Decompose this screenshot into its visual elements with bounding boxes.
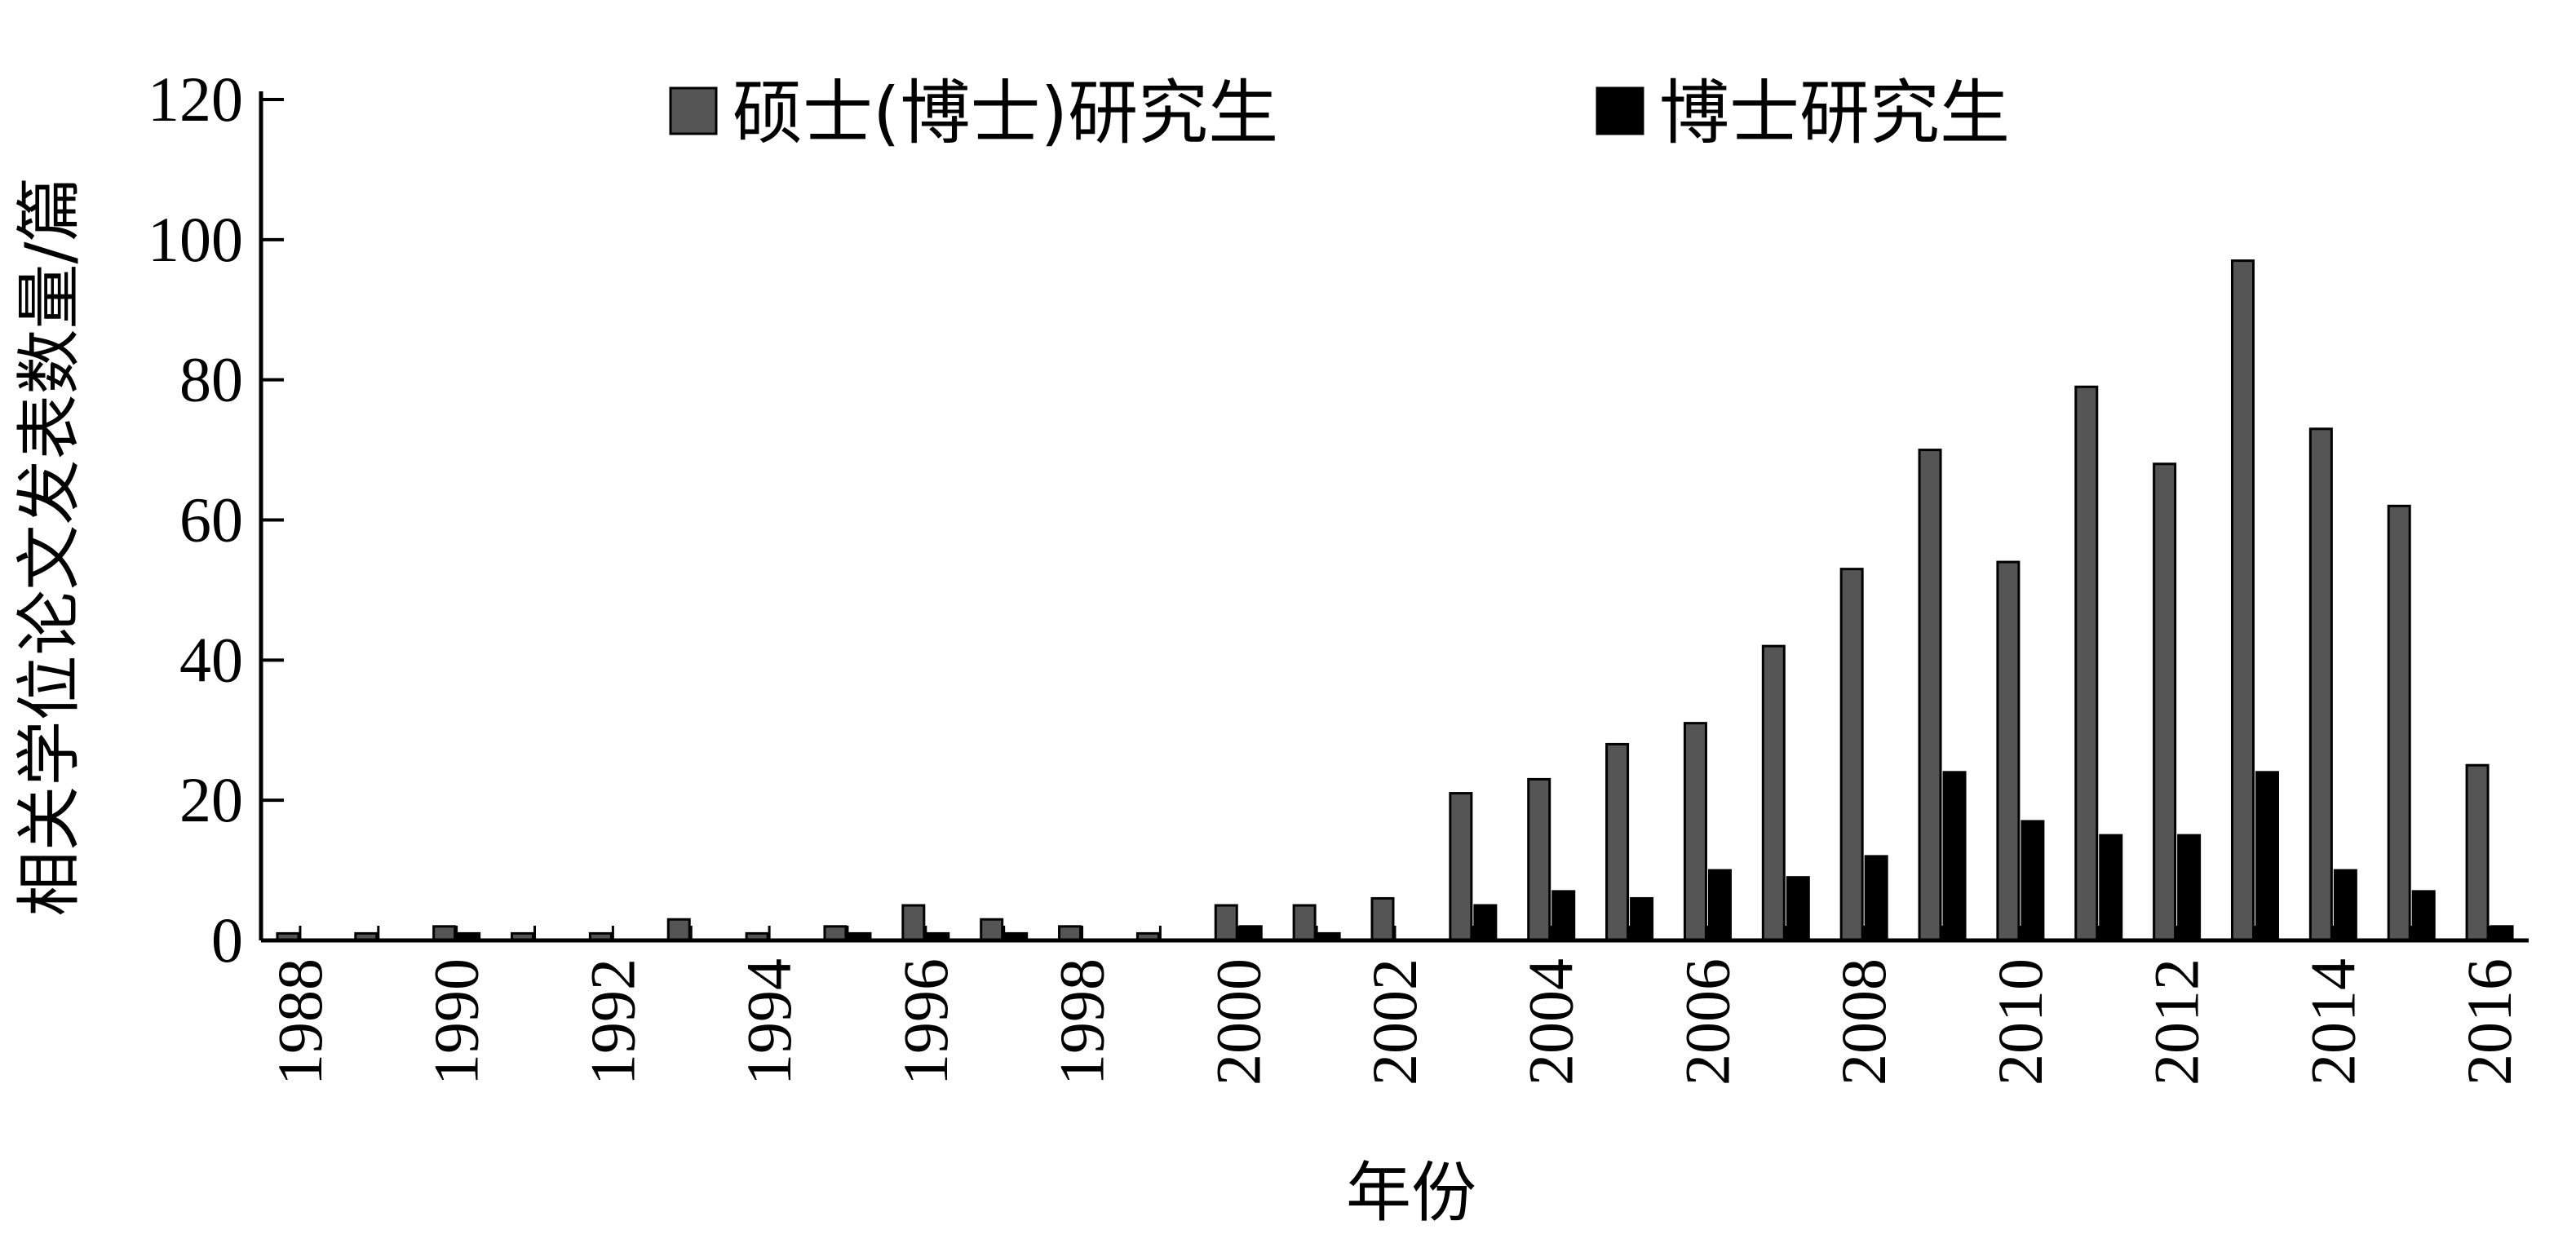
axes-group xyxy=(259,91,2529,943)
bar-series1-2004 xyxy=(1527,777,1551,942)
bars-group xyxy=(276,259,2514,942)
x-tick-label-1990: 1990 xyxy=(421,958,492,1086)
bar-series2-2015 xyxy=(2411,890,2436,942)
bar-series2-2010 xyxy=(2021,820,2045,942)
bar-series2-2012 xyxy=(2177,834,2202,942)
bar-series1-2002 xyxy=(1370,896,1395,942)
bar-series2-2006 xyxy=(1707,869,1732,942)
x-tick-label-1992: 1992 xyxy=(577,958,648,1086)
bar-series1-2016 xyxy=(2465,763,2490,942)
x-tick-label-1994: 1994 xyxy=(733,958,804,1086)
x-tick-label-2014: 2014 xyxy=(2297,958,2368,1086)
bar-series1-2005 xyxy=(1605,742,1630,942)
bar-series1-2008 xyxy=(1839,568,1864,942)
bar-series1-1996 xyxy=(901,904,926,942)
x-tick-label-2004: 2004 xyxy=(1516,958,1587,1086)
bar-series2-2014 xyxy=(2333,869,2357,942)
bar-series2-2016 xyxy=(2490,925,2514,942)
y-tick-label-40: 40 xyxy=(179,624,243,695)
y-axis-title: 相关学位论文发表数量/篇 xyxy=(11,177,87,917)
bar-series1-2011 xyxy=(2074,385,2099,942)
bar-series1-2012 xyxy=(2153,462,2177,942)
bar-series2-2009 xyxy=(1942,771,1967,942)
bar-series1-1990 xyxy=(432,925,457,942)
x-tick-label-2016: 2016 xyxy=(2454,958,2525,1086)
bar-series2-2000 xyxy=(1238,925,1263,942)
y-tick-label-100: 100 xyxy=(148,204,243,275)
bar-series2-2007 xyxy=(1786,876,1810,942)
bar-series1-2003 xyxy=(1449,792,1473,942)
y-tick-label-20: 20 xyxy=(179,764,243,835)
bar-series2-2008 xyxy=(1864,855,1888,942)
bar-series2-2005 xyxy=(1630,896,1654,942)
bar-series1-2006 xyxy=(1683,722,1707,942)
bar-series1-1998 xyxy=(1058,925,1082,942)
x-tick-label-2008: 2008 xyxy=(1828,958,1899,1086)
x-tick-label-2002: 2002 xyxy=(1359,958,1430,1086)
x-tick-label-2000: 2000 xyxy=(1202,958,1273,1086)
bar-series1-1995 xyxy=(823,925,848,942)
bar-series2-2011 xyxy=(2099,834,2123,942)
legend-label-1: 硕士(博士)研究生 xyxy=(733,73,1278,154)
bar-series1-2001 xyxy=(1292,904,1317,942)
legend-label-2: 博士研究生 xyxy=(1659,73,2010,154)
x-tick-label-1998: 1998 xyxy=(1047,958,1118,1086)
bar-series2-2013 xyxy=(2255,771,2279,942)
x-tick-label-1996: 1996 xyxy=(890,958,961,1086)
legend: 硕士(博士)研究生 博士研究生 xyxy=(669,73,2010,154)
bar-series1-2009 xyxy=(1918,449,1942,942)
bar-series1-1993 xyxy=(666,918,691,942)
x-tick-label-2010: 2010 xyxy=(1985,958,2056,1086)
y-tick-label-80: 80 xyxy=(179,344,243,415)
x-tick-label-2006: 2006 xyxy=(1671,958,1742,1086)
x-axis-title: 年份 xyxy=(1346,1155,1476,1231)
bar-series1-2000 xyxy=(1214,904,1238,942)
bar-series2-2004 xyxy=(1551,890,1576,942)
x-tick-label-2012: 2012 xyxy=(2141,958,2212,1086)
bar-series1-2015 xyxy=(2387,504,2411,942)
legend-swatch-1 xyxy=(669,86,718,135)
bar-series1-1997 xyxy=(980,918,1004,942)
bar-series1-2013 xyxy=(2230,259,2255,942)
ticks-group: 0 20 40 60 80 100 120 1988 1990 1992 1994 1996 1998 2… xyxy=(148,64,2525,1086)
y-tick-label-0: 0 xyxy=(211,905,243,975)
bar-series1-2007 xyxy=(1761,644,1786,942)
bar-series1-2010 xyxy=(1996,560,2021,942)
bar-series1-2014 xyxy=(2308,427,2333,942)
legend-swatch-2 xyxy=(1596,86,1644,135)
bar-series2-2003 xyxy=(1473,904,1498,942)
y-tick-label-120: 120 xyxy=(148,64,243,135)
y-tick-label-60: 60 xyxy=(179,484,243,555)
x-tick-label-1988: 1988 xyxy=(264,958,335,1086)
